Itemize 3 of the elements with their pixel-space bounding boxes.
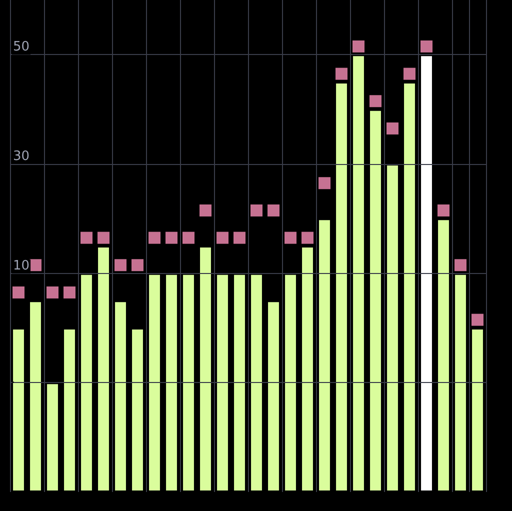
y-tick-label: 30 [13, 149, 30, 164]
y-tick-label: 10 [13, 258, 30, 274]
y-tick-label: 50 [13, 40, 30, 55]
